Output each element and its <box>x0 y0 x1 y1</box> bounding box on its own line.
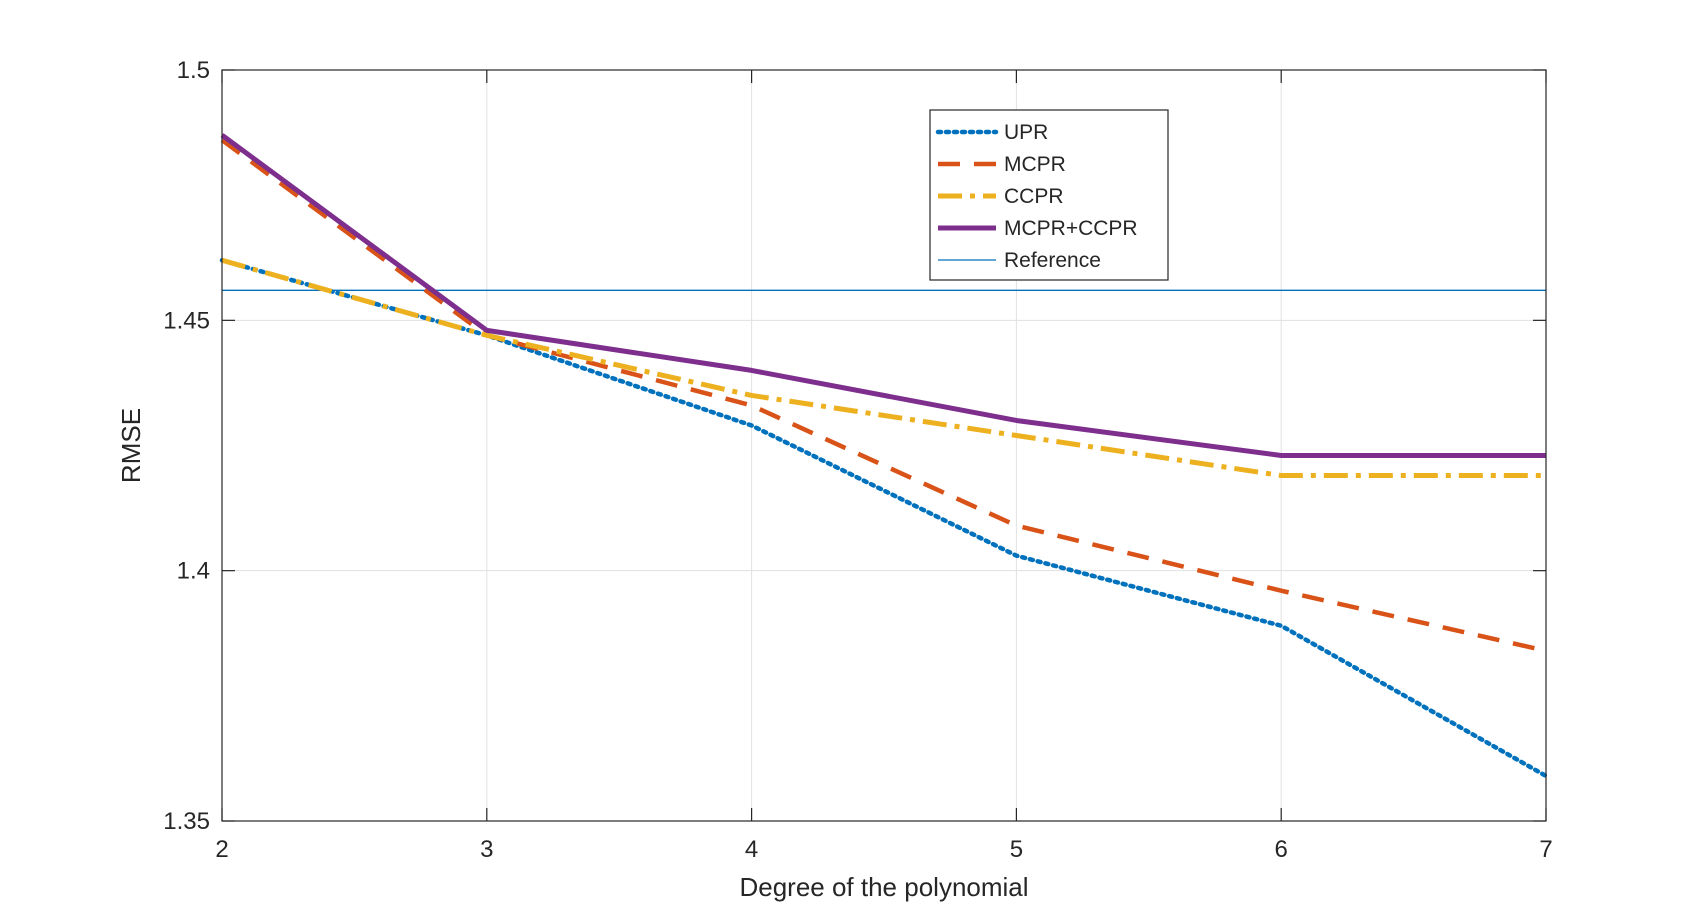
x-tick-label: 6 <box>1275 836 1288 863</box>
series-lines <box>219 133 1549 779</box>
series-line-upr <box>219 258 1549 779</box>
plot-frame <box>221 69 1547 822</box>
y-axis-label: RMSE <box>116 408 146 483</box>
legend-label-upr: UPR <box>1004 121 1048 144</box>
legend-label-reference: Reference <box>1004 249 1101 272</box>
legend: UPR MCPR CCPR MCPR+CCPR Reference <box>929 109 1169 281</box>
series-line-ccpr <box>221 257 1546 479</box>
x-tick-label: 7 <box>1539 836 1552 863</box>
legend-label-ccpr: CCPR <box>1004 185 1064 208</box>
x-tick-label: 4 <box>745 836 758 863</box>
y-tick-label: 1.35 <box>163 808 210 835</box>
axis-ticks: 2 3 4 5 6 7 1.35 1.4 1.45 1.5 <box>163 57 1552 863</box>
x-axis-label: Degree of the polynomial <box>739 872 1028 902</box>
y-tick-label: 1.5 <box>177 57 210 84</box>
x-tick-label: 2 <box>215 836 228 863</box>
legend-box <box>929 109 1169 281</box>
y-tick-label: 1.45 <box>163 307 210 334</box>
series-line-mcpr-ccpr <box>220 133 1546 459</box>
y-tick-label: 1.4 <box>177 558 210 585</box>
legend-label-mcpr: MCPR <box>1004 153 1066 176</box>
legend-label-mcpr-ccpr: MCPR+CCPR <box>1004 217 1138 240</box>
x-tick-label: 5 <box>1010 836 1023 863</box>
x-tick-label: 3 <box>480 836 493 863</box>
